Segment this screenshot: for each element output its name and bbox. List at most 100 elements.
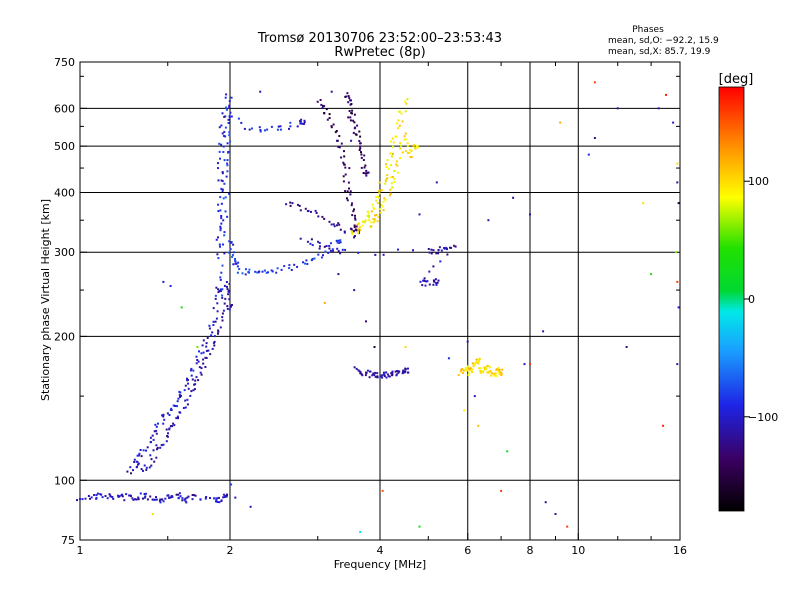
echo-point — [223, 159, 226, 162]
echo-point — [346, 190, 349, 193]
echo-point — [159, 501, 162, 504]
echo-point — [156, 446, 159, 449]
echo-point — [358, 222, 360, 225]
echo-point — [348, 110, 351, 112]
echo-point — [230, 304, 232, 307]
echo-point — [220, 215, 223, 217]
echo-point — [222, 151, 225, 153]
echo-point — [205, 496, 208, 498]
echo-point — [397, 119, 400, 122]
echo-point — [474, 362, 477, 365]
echo-point — [339, 228, 342, 231]
scatter-point — [418, 213, 421, 216]
echo-point — [217, 203, 220, 206]
echo-point — [178, 492, 181, 495]
echo-point — [384, 182, 387, 185]
scatter-point — [447, 357, 450, 360]
echo-point — [133, 461, 136, 463]
echo-point — [412, 145, 415, 147]
echo-point — [494, 372, 497, 375]
echo-point — [385, 376, 388, 379]
echo-point — [291, 202, 294, 205]
echo-point — [234, 259, 236, 262]
echo-point — [310, 238, 313, 241]
echo-point — [156, 448, 158, 451]
echo-point — [374, 219, 377, 222]
echo-point — [293, 263, 296, 266]
echo-point — [349, 190, 352, 193]
echo-point — [436, 281, 439, 284]
y-tick-label: 400 — [54, 186, 75, 199]
echo-point — [181, 497, 184, 500]
echo-point — [228, 240, 231, 243]
echo-point — [323, 217, 326, 220]
echo-point — [368, 219, 371, 222]
echo-point — [380, 203, 383, 206]
echo-point — [150, 458, 153, 461]
echo-point — [136, 454, 139, 457]
echo-point — [204, 497, 207, 500]
echo-point — [304, 262, 306, 265]
echo-point — [408, 151, 411, 154]
scatter-point — [512, 196, 515, 199]
echo-point — [299, 209, 302, 212]
echo-point — [220, 290, 222, 293]
echo-point — [220, 500, 223, 502]
echo-point — [214, 320, 217, 323]
echo-point — [221, 319, 224, 322]
scatter-point — [544, 501, 547, 504]
echo-point — [428, 251, 431, 254]
colorbar-label: [deg] — [719, 72, 754, 87]
echo-point — [184, 406, 187, 409]
echo-point — [145, 492, 147, 495]
echo-point — [159, 446, 162, 449]
echo-point — [373, 218, 376, 220]
echo-point — [155, 456, 158, 459]
echo-point — [270, 269, 273, 272]
echo-point — [359, 228, 362, 231]
echo-point — [212, 342, 215, 345]
echo-point — [391, 186, 394, 189]
echo-point — [187, 495, 190, 498]
echo-point — [226, 170, 229, 173]
echo-point — [354, 217, 357, 220]
echo-point — [324, 250, 327, 253]
echo-point — [223, 284, 226, 287]
echo-point — [205, 349, 208, 352]
echo-point — [365, 169, 368, 172]
echo-point — [143, 496, 146, 499]
echo-point — [390, 372, 393, 375]
echo-point — [288, 267, 291, 270]
echo-point — [299, 237, 302, 240]
echo-point — [186, 377, 188, 380]
echo-point — [501, 368, 504, 371]
echo-point — [200, 373, 203, 376]
echo-point — [433, 280, 436, 283]
echo-point — [353, 235, 356, 237]
echo-point — [317, 253, 320, 256]
echo-point — [213, 335, 216, 338]
echo-point — [363, 166, 366, 169]
echo-point — [371, 203, 374, 206]
scatter-point — [487, 219, 490, 222]
echo-point — [427, 248, 430, 250]
echo-point — [205, 357, 208, 359]
echo-point — [169, 496, 172, 499]
scatter-point — [542, 330, 545, 333]
echo-point — [367, 171, 370, 174]
echo-point — [163, 418, 166, 421]
echo-point — [211, 347, 214, 350]
echo-point — [389, 152, 392, 155]
echo-point — [137, 463, 139, 466]
echo-point — [155, 432, 158, 435]
echo-point — [486, 365, 489, 367]
echo-point — [328, 244, 331, 247]
scatter-point — [676, 363, 679, 366]
echo-point — [343, 163, 346, 166]
echo-point — [300, 118, 303, 121]
echo-point — [138, 452, 141, 455]
echo-point — [106, 497, 109, 500]
echo-point — [224, 96, 227, 99]
echo-point — [219, 227, 222, 230]
scatter-point — [180, 306, 183, 309]
